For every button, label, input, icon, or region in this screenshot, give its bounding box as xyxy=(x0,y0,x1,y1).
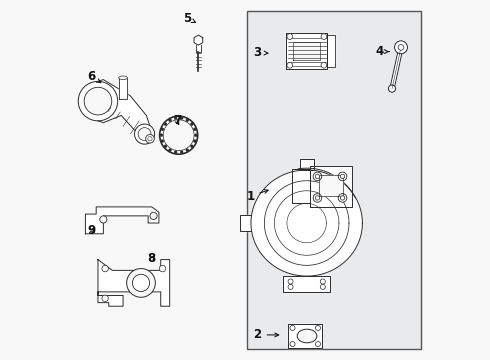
Polygon shape xyxy=(85,207,159,234)
Polygon shape xyxy=(390,47,403,89)
Text: 2: 2 xyxy=(253,328,279,341)
Polygon shape xyxy=(194,35,203,45)
Circle shape xyxy=(389,85,395,92)
Circle shape xyxy=(320,284,325,289)
Circle shape xyxy=(186,119,189,122)
Polygon shape xyxy=(119,78,127,99)
Polygon shape xyxy=(251,170,363,276)
Circle shape xyxy=(191,145,193,148)
Circle shape xyxy=(313,194,322,202)
Bar xyxy=(247,12,421,348)
Circle shape xyxy=(287,34,293,40)
Text: 4: 4 xyxy=(375,45,389,58)
Circle shape xyxy=(174,151,177,154)
Circle shape xyxy=(316,342,320,347)
Circle shape xyxy=(150,212,157,220)
Circle shape xyxy=(126,269,155,297)
Circle shape xyxy=(194,140,196,143)
Polygon shape xyxy=(319,175,343,196)
Circle shape xyxy=(341,196,344,200)
Circle shape xyxy=(394,41,408,54)
Circle shape xyxy=(191,123,193,126)
Circle shape xyxy=(159,265,166,272)
Circle shape xyxy=(169,119,171,122)
Polygon shape xyxy=(294,42,320,60)
Circle shape xyxy=(288,284,293,289)
Circle shape xyxy=(290,325,295,330)
Polygon shape xyxy=(288,324,322,348)
Circle shape xyxy=(163,120,194,150)
Circle shape xyxy=(135,124,155,144)
Polygon shape xyxy=(240,215,251,231)
Polygon shape xyxy=(98,80,150,142)
Circle shape xyxy=(169,149,171,152)
Circle shape xyxy=(164,145,167,148)
Circle shape xyxy=(180,117,183,120)
Circle shape xyxy=(313,172,322,181)
Circle shape xyxy=(320,279,325,284)
Circle shape xyxy=(321,62,327,68)
Circle shape xyxy=(398,44,404,50)
Polygon shape xyxy=(299,159,314,170)
Polygon shape xyxy=(196,45,201,51)
Circle shape xyxy=(102,295,108,302)
Circle shape xyxy=(195,134,197,136)
Circle shape xyxy=(146,134,154,143)
Polygon shape xyxy=(98,260,170,306)
Polygon shape xyxy=(310,166,351,207)
Circle shape xyxy=(338,194,347,202)
Circle shape xyxy=(160,116,197,154)
Circle shape xyxy=(102,265,108,272)
Ellipse shape xyxy=(297,329,317,343)
Circle shape xyxy=(288,279,293,284)
Circle shape xyxy=(78,81,118,121)
Polygon shape xyxy=(283,276,330,292)
Circle shape xyxy=(138,128,151,140)
Circle shape xyxy=(290,342,295,347)
Circle shape xyxy=(321,34,327,40)
Text: 6: 6 xyxy=(87,70,101,83)
Circle shape xyxy=(315,174,319,179)
Circle shape xyxy=(161,140,164,143)
Polygon shape xyxy=(293,169,310,203)
Circle shape xyxy=(287,62,293,68)
Text: 7: 7 xyxy=(173,114,181,127)
Text: 8: 8 xyxy=(147,252,156,265)
Polygon shape xyxy=(327,35,335,67)
Text: 1: 1 xyxy=(246,190,268,203)
Circle shape xyxy=(164,123,167,126)
Circle shape xyxy=(186,149,189,152)
Circle shape xyxy=(338,172,347,181)
Polygon shape xyxy=(286,33,327,69)
Circle shape xyxy=(160,134,163,136)
Circle shape xyxy=(132,274,149,292)
Text: 9: 9 xyxy=(87,224,96,237)
Circle shape xyxy=(194,128,196,131)
Circle shape xyxy=(161,128,164,131)
Circle shape xyxy=(180,151,183,154)
Circle shape xyxy=(341,174,344,179)
Ellipse shape xyxy=(119,76,127,80)
Circle shape xyxy=(316,325,320,330)
Circle shape xyxy=(100,216,107,223)
Circle shape xyxy=(148,136,152,141)
Text: 5: 5 xyxy=(183,12,196,25)
Circle shape xyxy=(315,196,319,200)
Text: 3: 3 xyxy=(253,46,268,59)
Circle shape xyxy=(84,87,112,115)
Circle shape xyxy=(174,117,177,120)
